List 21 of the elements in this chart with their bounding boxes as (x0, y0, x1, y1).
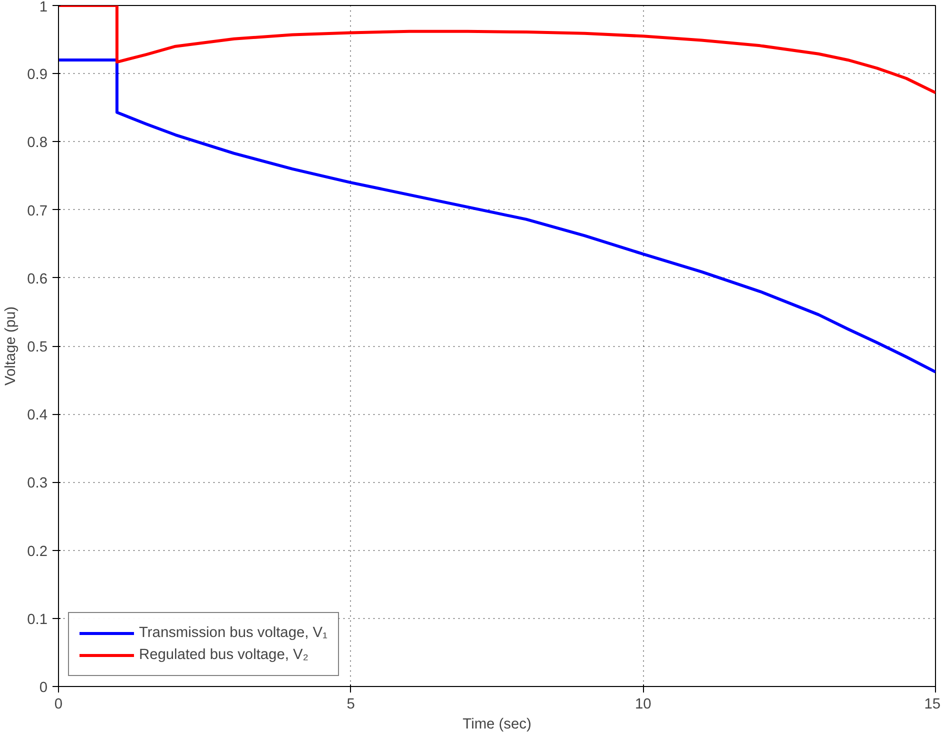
y-tick-label: 0.9 (27, 67, 48, 84)
y-tick-label: 0 (39, 680, 48, 696)
y-axis-title: Voltage (pu) (3, 306, 20, 386)
y-tick-label: 0.3 (27, 476, 48, 492)
y-tick-label: 0.5 (27, 340, 48, 356)
line-series (58, 58, 936, 374)
x-tick-label: 0 (54, 696, 63, 712)
x-tick-label: 15 (924, 696, 941, 712)
y-tick-label: 0.6 (27, 271, 48, 288)
y-tick-label: 0.7 (27, 203, 48, 220)
y-tick-label: 0.1 (27, 612, 48, 628)
x-tick-label: 5 (346, 696, 355, 712)
y-tick-label: 0.2 (27, 544, 48, 560)
legend-label: Regulated bus voltage, V₂ (139, 647, 308, 663)
y-tick-label: 0.4 (27, 408, 48, 424)
x-axis-title: Time (sec) (462, 716, 532, 732)
x-tick-label: 10 (635, 696, 652, 712)
legend-label: Transmission bus voltage, V₁ (139, 625, 328, 641)
y-tick-label: 0.8 (27, 135, 48, 152)
y-tick-label: 1 (39, 0, 48, 16)
line-series (58, 6, 936, 94)
